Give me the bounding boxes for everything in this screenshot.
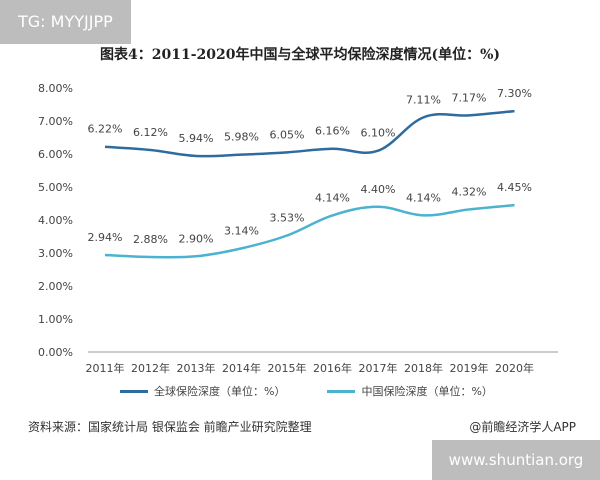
legend-label-china: 中国保险深度（单位：%） [361,385,493,398]
line-chart: 0.00% 1.00% 2.00% 3.00% 4.00% 5.00% 6.00% 7.00%… [38,82,558,375]
brand-credit: @前瞻经济学人APP [469,420,576,434]
y-tick-label: 0.00% [38,346,73,359]
y-tick-label: 6.00% [38,148,73,161]
legend-swatch-global [120,389,148,393]
data-label-global: 7.30% [497,87,532,100]
data-label-global: 6.10% [361,127,396,140]
x-tick-label: 2020年 [495,361,534,375]
legend-item-global: 全球保险深度（单位：%） [120,383,285,399]
series-line-china [104,203,515,259]
legend-swatch-china [327,389,356,393]
x-tick-label: 2017年 [359,361,398,375]
y-tick-label: 4.00% [38,214,73,227]
data-label-china: 3.53% [270,212,305,225]
x-tick-label: 2014年 [222,361,261,375]
data-label-global: 5.94% [179,132,214,145]
data-label-global: 5.98% [224,131,259,144]
source-note: 资料来源：国家统计局 银保监会 前瞻产业研究院整理 [28,420,312,434]
data-label-global: 6.22% [88,123,123,136]
chart-title: 图表4：2011-2020年中国与全球平均保险深度情况(单位：%) [99,47,501,63]
y-tick-label: 5.00% [38,181,73,194]
x-tick-label: 2016年 [313,361,352,375]
data-label-global: 6.12% [133,126,168,139]
x-tick-label: 2013年 [177,361,216,375]
chart-legend: 全球保险深度（单位：%） 中国保险深度（单位：%） [120,383,493,399]
y-tick-label: 1.00% [38,313,73,326]
data-label-global: 7.17% [452,91,487,104]
data-label-china: 3.14% [224,224,259,237]
legend-label-global: 全球保险深度（单位：%） [154,385,286,398]
x-tick-label: 2011年 [86,361,125,375]
y-tick-label: 8.00% [38,82,73,95]
site-watermark: www.shuntian.org [432,440,600,480]
legend-item-china: 中国保险深度（单位：%） [327,383,493,399]
y-tick-label: 3.00% [38,247,73,260]
watermark-badge: TG: MYYJJPP [0,0,131,44]
data-label-china: 2.90% [179,232,214,245]
data-label-global: 6.05% [270,128,305,141]
x-tick-label: 2018年 [404,361,443,375]
data-label-china: 4.14% [315,191,350,204]
x-tick-label: 2019年 [450,361,489,375]
y-tick-label: 2.00% [38,280,73,293]
data-label-china: 2.94% [88,231,123,244]
series-line-global [104,109,515,158]
data-label-china: 4.14% [406,191,441,204]
data-label-china: 2.88% [133,233,168,246]
data-label-global: 6.16% [315,125,350,138]
x-tick-label: 2012年 [131,361,170,375]
data-label-china: 4.32% [452,185,487,198]
data-label-china: 4.45% [497,181,532,194]
x-tick-label: 2015年 [268,361,307,375]
y-tick-label: 7.00% [38,115,73,128]
data-label-china: 4.40% [361,183,396,196]
data-label-global: 7.11% [406,93,441,106]
